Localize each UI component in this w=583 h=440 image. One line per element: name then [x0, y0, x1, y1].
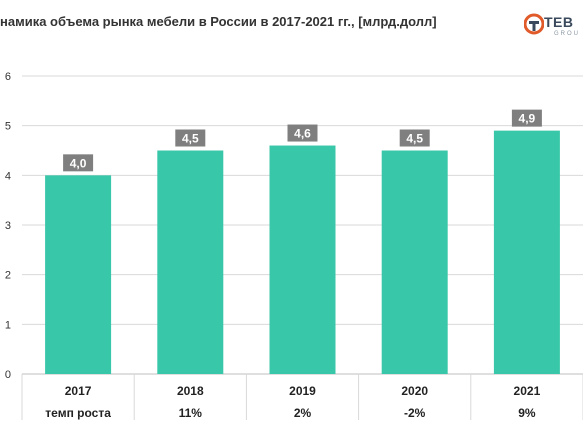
data-label: 4,0	[70, 156, 87, 170]
data-label-box	[287, 124, 318, 142]
y-tick-label: 0	[5, 369, 11, 381]
y-tick-label: 6	[5, 71, 11, 83]
growth-row-label: темп роста	[45, 406, 111, 420]
brand-logo: ТЕВ GROU	[524, 10, 583, 40]
bar-2019	[269, 145, 336, 374]
bar-2018	[157, 150, 224, 374]
y-tick-label: 5	[5, 121, 11, 133]
bar-2020	[381, 150, 448, 374]
chart-title: намика объема рынка мебели в России в 20…	[0, 14, 437, 29]
logo-icon	[524, 13, 544, 35]
x-tick-label: 2018	[177, 384, 204, 398]
data-label-box	[175, 129, 206, 147]
x-tick-label: 2019	[289, 384, 316, 398]
data-label: 4,6	[294, 127, 311, 141]
data-label-box	[399, 129, 430, 147]
x-tick-label: 2021	[514, 384, 541, 398]
y-tick-label: 4	[5, 170, 11, 182]
data-label-box	[511, 109, 542, 127]
bar-2017	[45, 175, 112, 374]
logo-subtext: GROU	[554, 31, 580, 37]
data-label: 4,5	[182, 132, 199, 146]
data-label: 4,9	[519, 112, 536, 126]
x-tick-label: 2020	[401, 384, 428, 398]
y-tick-label: 3	[5, 220, 11, 232]
growth-value: 9%	[518, 406, 536, 420]
growth-value: 11%	[179, 406, 203, 420]
y-tick-label: 2	[5, 270, 11, 282]
data-label: 4,5	[406, 132, 423, 146]
bar-2021	[493, 130, 560, 374]
growth-value: -2%	[404, 406, 426, 420]
x-tick-label: 2017	[65, 384, 92, 398]
logo-text: ТЕВ	[544, 14, 574, 30]
y-tick-label: 1	[5, 319, 11, 331]
growth-value: 2%	[294, 406, 312, 420]
data-label-box	[63, 154, 94, 172]
